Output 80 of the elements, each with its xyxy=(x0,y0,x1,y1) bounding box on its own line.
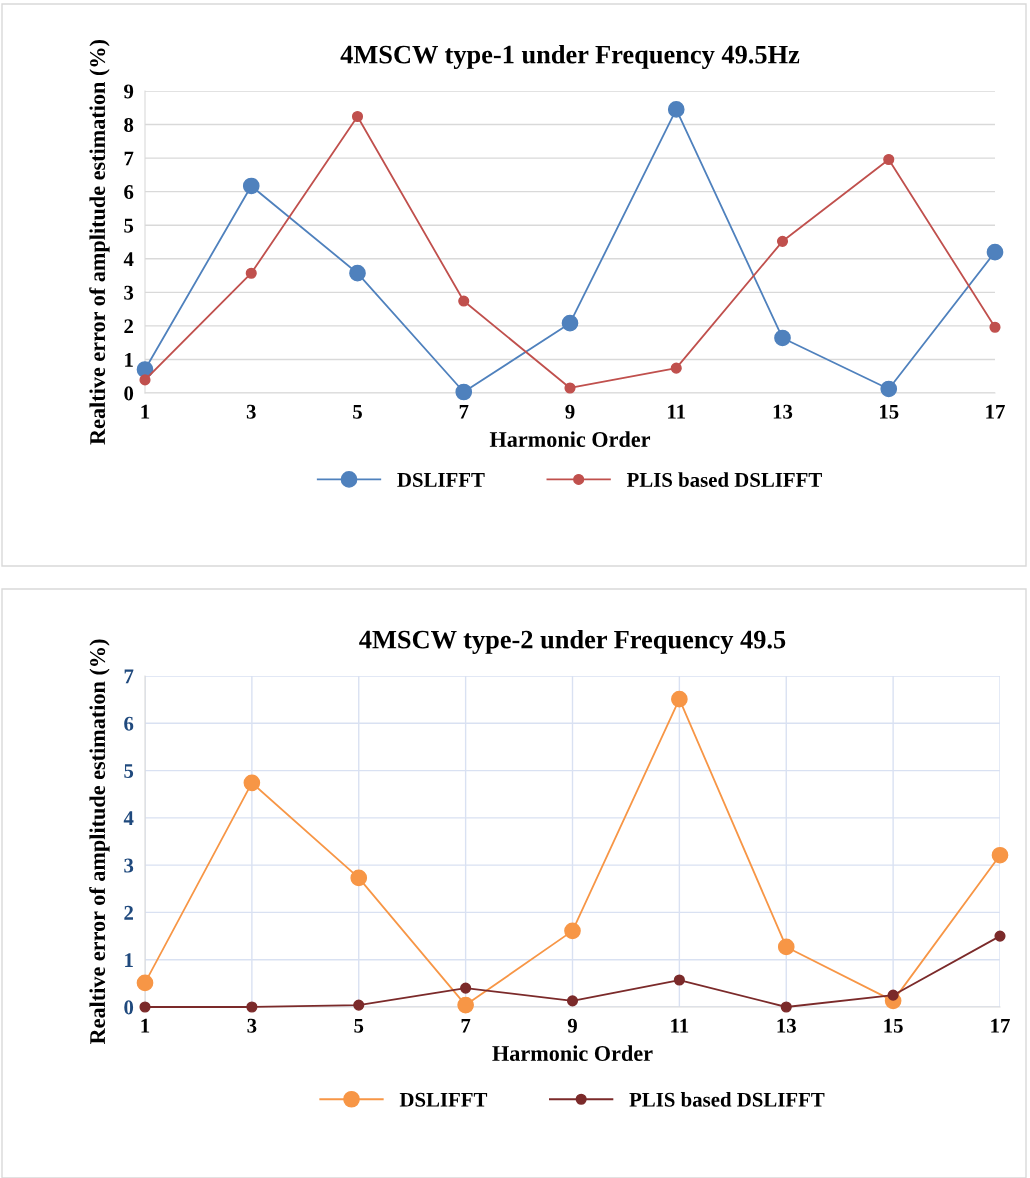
x-tick-label: 11 xyxy=(671,1018,689,1033)
x-tick-label: 1 xyxy=(141,1018,150,1033)
point xyxy=(887,989,899,1001)
chart-title: 4MSCW type-2 under Frequency 49.5 xyxy=(359,629,786,654)
y-tick-label: 3 xyxy=(124,285,134,300)
legend-label: DSLIFFT xyxy=(399,1092,488,1107)
point xyxy=(776,235,789,247)
y-tick-label: 4 xyxy=(123,252,134,267)
y-tick-label: 6 xyxy=(124,185,134,200)
point xyxy=(350,869,368,887)
point xyxy=(243,774,261,792)
point xyxy=(139,1001,151,1013)
point xyxy=(564,382,576,394)
y-tick-label: 7 xyxy=(124,151,134,166)
y-tick-label: 0 xyxy=(124,1000,134,1015)
x-tick-label: 3 xyxy=(246,404,256,419)
y-tick-label: 1 xyxy=(125,352,133,367)
point xyxy=(460,982,472,994)
point xyxy=(994,930,1006,942)
point xyxy=(353,999,365,1011)
point xyxy=(883,153,895,166)
x-axis-title: Harmonic Order xyxy=(489,431,651,447)
point xyxy=(673,974,685,986)
point xyxy=(242,177,260,195)
y-tick-label: 2 xyxy=(124,319,133,334)
point xyxy=(880,380,898,398)
y-tick-label: 9 xyxy=(124,84,134,99)
x-tick-label: 7 xyxy=(459,404,469,419)
x-tick-label: 5 xyxy=(353,404,362,419)
point xyxy=(986,243,1004,261)
point xyxy=(457,996,474,1014)
point xyxy=(139,374,151,386)
x-tick-label: 17 xyxy=(986,404,1005,419)
x-tick-label: 13 xyxy=(773,404,793,419)
legend-label: PLIS based DSLIFFT xyxy=(626,472,822,487)
point xyxy=(136,974,154,992)
legend-label: PLIS based DSLIFFT xyxy=(629,1092,825,1107)
y-tick-label: 2 xyxy=(124,905,133,920)
x-tick-label: 13 xyxy=(777,1018,796,1033)
point xyxy=(667,101,685,118)
x-tick-label: 9 xyxy=(567,1018,577,1033)
y-tick-label: 0 xyxy=(124,386,134,401)
point xyxy=(670,362,682,374)
y-tick-label: 3 xyxy=(124,858,134,873)
x-tick-label: 17 xyxy=(991,1018,1010,1033)
point xyxy=(246,1001,258,1013)
point xyxy=(777,938,795,956)
point xyxy=(349,264,366,282)
x-tick-label: 11 xyxy=(668,404,686,419)
x-tick-label: 7 xyxy=(461,1018,471,1033)
legend-label: DSLIFFT xyxy=(397,472,485,487)
x-tick-label: 15 xyxy=(880,404,899,419)
y-tick-label: 1 xyxy=(125,953,133,967)
x-tick-label: 15 xyxy=(884,1018,903,1033)
y-tick-label: 8 xyxy=(124,117,134,132)
point xyxy=(989,321,1001,333)
point xyxy=(566,995,579,1007)
y-axis-title: Realtive error of amplitude estimation (%) xyxy=(89,639,110,1045)
point xyxy=(780,1001,792,1013)
y-tick-label: 5 xyxy=(124,218,134,233)
x-tick-label: 1 xyxy=(141,404,150,419)
y-axis-title: Realtive error of amplitude estimation (%) xyxy=(89,40,110,445)
x-tick-label: 9 xyxy=(565,404,575,419)
point xyxy=(991,846,1009,864)
point xyxy=(351,110,364,123)
x-tick-label: 3 xyxy=(247,1018,257,1033)
y-tick-label: 5 xyxy=(124,764,134,778)
point xyxy=(245,267,257,279)
point xyxy=(455,383,473,401)
point xyxy=(561,314,579,332)
point xyxy=(671,690,688,708)
x-tick-label: 5 xyxy=(354,1018,364,1033)
point xyxy=(458,295,470,307)
y-tick-label: 6 xyxy=(124,716,134,731)
chart-title: 4MSCW type-1 under Frequency 49.5Hz xyxy=(340,44,800,69)
x-axis-title: Harmonic Order xyxy=(492,1045,653,1061)
y-tick-label: 7 xyxy=(124,669,134,684)
y-tick-label: 4 xyxy=(123,811,134,826)
point xyxy=(774,329,791,347)
point xyxy=(564,922,581,940)
